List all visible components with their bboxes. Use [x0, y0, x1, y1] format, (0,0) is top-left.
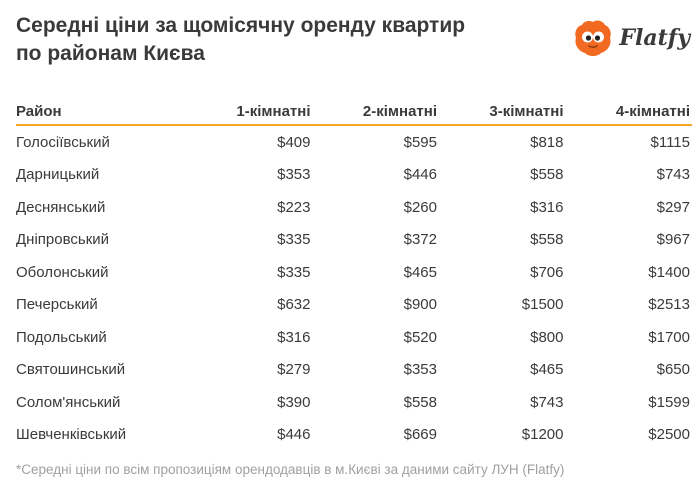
price-cell: $1400 — [648, 263, 690, 281]
column-header: 1-кімнатні — [186, 90, 313, 126]
price-cell: $1500 — [521, 296, 564, 314]
price-cell: $390 — [277, 393, 311, 411]
flatfy-mascot-icon — [575, 20, 612, 56]
table-row: Деснянський $223 $260 $316 $297 — [16, 191, 692, 224]
price-cell: $2513 — [648, 296, 690, 314]
title-line-2: по районам Києва — [16, 42, 205, 65]
district-cell: Святошинський — [16, 361, 126, 379]
price-cell: $446 — [403, 166, 437, 184]
price-cell: $1115 — [650, 133, 691, 151]
price-cell: $1599 — [648, 393, 690, 411]
price-cell: $297 — [656, 198, 690, 216]
district-cell: Деснянський — [16, 198, 106, 216]
table-row: Оболонський $335 $465 $706 $1400 — [16, 256, 692, 289]
price-cell: $409 — [277, 133, 311, 151]
column-header: 2-кімнатні — [312, 90, 439, 126]
table-row: Шевченківський $446 $669 $1200 $2500 — [16, 419, 692, 452]
price-cell: $743 — [656, 166, 690, 184]
table-header: Район 1-кімнатні 2-кімнатні 3-кімнатні 4-кім… — [16, 90, 692, 126]
price-cell: $650 — [656, 361, 690, 379]
district-cell: Голосіївський — [16, 133, 110, 151]
district-cell: Дніпровський — [16, 231, 110, 249]
price-cell: $967 — [656, 231, 690, 249]
table-row: Святошинський $279 $353 $465 $650 — [16, 354, 692, 387]
district-cell: Оболонський — [16, 263, 109, 281]
table-row: Солом'янський $390 $558 $743 $1599 — [16, 386, 692, 419]
price-cell: $669 — [403, 426, 437, 444]
district-cell: Дарницький — [16, 166, 100, 184]
price-cell: $818 — [530, 133, 564, 151]
price-cell: $335 — [277, 263, 311, 281]
price-cell: $558 — [403, 393, 437, 411]
header-row: Район 1-кімнатні 2-кімнатні 3-кімнатні 4-кім… — [16, 90, 692, 126]
price-cell: $1200 — [521, 426, 564, 444]
price-cell: $1700 — [648, 328, 690, 346]
price-cell: $465 — [403, 263, 437, 281]
column-header: 3-кімнатні — [439, 90, 566, 126]
price-cell: $260 — [403, 198, 437, 216]
price-cell: $372 — [403, 231, 437, 249]
price-cell: $465 — [530, 361, 564, 379]
price-cell: $316 — [530, 198, 564, 216]
district-cell: Солом'янський — [16, 393, 121, 411]
price-cell: $316 — [277, 328, 311, 346]
price-cell: $706 — [530, 263, 564, 281]
table-body: Голосіївський $409 $595 $818 $1115 Дарницький… — [16, 125, 692, 451]
table-row: Голосіївський $409 $595 $818 $1115 — [16, 125, 692, 159]
price-cell: $595 — [403, 133, 437, 151]
price-cell: $279 — [277, 361, 311, 379]
column-header: Район — [16, 90, 186, 126]
price-cell: $558 — [530, 231, 564, 249]
table-row: Подольський $316 $520 $800 $1700 — [16, 321, 692, 354]
table-row: Печерський $632 $900 $1500 $2513 — [16, 289, 692, 322]
logo-text: Flatfy — [619, 25, 690, 51]
price-cell: $446 — [277, 426, 311, 444]
table-row: Дарницький $353 $446 $558 $743 — [16, 159, 692, 192]
price-cell: $900 — [403, 296, 437, 314]
price-cell: $353 — [403, 361, 437, 379]
price-cell: $520 — [403, 328, 437, 346]
column-header: 4-кімнатні — [565, 90, 692, 126]
table-row: Дніпровський $335 $372 $558 $967 — [16, 224, 692, 257]
district-cell: Печерський — [16, 296, 98, 314]
page-title: Середні ціни за щомісячну оренду квартир… — [16, 12, 486, 68]
district-cell: Шевченківський — [16, 426, 127, 444]
title-line-1: Середні ціни за щомісячну оренду квартир — [16, 14, 466, 37]
price-cell: $632 — [277, 296, 311, 314]
district-cell: Подольський — [16, 328, 107, 346]
price-cell: $800 — [530, 328, 564, 346]
price-cell: $353 — [277, 166, 311, 184]
price-cell: $558 — [530, 166, 564, 184]
price-cell: $335 — [277, 231, 311, 249]
price-cell: $223 — [277, 198, 311, 216]
price-cell: $2500 — [648, 426, 690, 444]
rent-table: Район 1-кімнатні 2-кімнатні 3-кімнатні 4-кім… — [16, 90, 692, 451]
footnote: *Середні ціни по всім пропозиціям орендо… — [16, 462, 565, 477]
price-cell: $743 — [530, 393, 564, 411]
flatfy-logo: Flatfy — [573, 18, 690, 58]
